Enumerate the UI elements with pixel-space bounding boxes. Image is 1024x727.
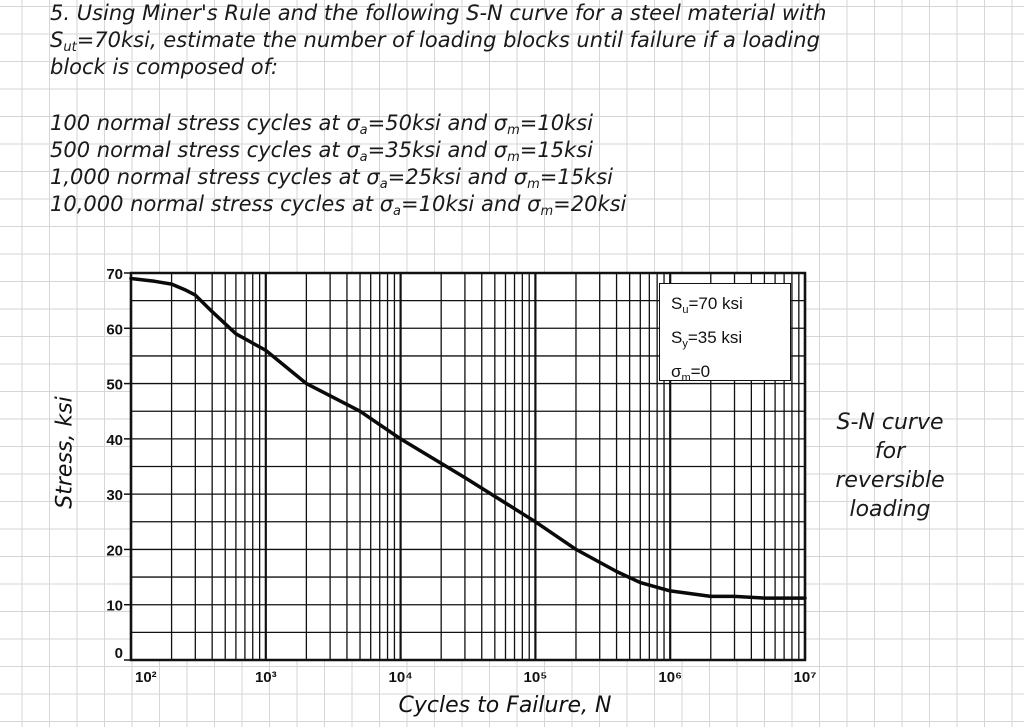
x-tick-label: 10⁴ <box>389 669 413 686</box>
material-properties-box: Su=70 ksi Sy=35 ksi σm=0 <box>659 283 791 384</box>
sn-curve-note: S-N curve for reversible loading <box>820 408 960 524</box>
mean-stress-label: σm=0 <box>671 358 790 392</box>
x-tick-label: 10⁵ <box>524 669 548 686</box>
problem-line-2-post: =70ksi, estimate the number of loading b… <box>76 28 820 52</box>
box-text: S <box>671 294 683 313</box>
sn-curve-line <box>129 276 807 600</box>
loading-cycle-2: 500 normal stress cycles at σa=35ksi and… <box>50 137 1010 165</box>
plot-frame <box>129 271 807 662</box>
cycle-sub: m <box>527 177 540 192</box>
box-text: =70 ksi <box>688 294 743 313</box>
cycle-text: =10ksi and σ <box>401 192 541 216</box>
cycle-sub: a <box>359 150 368 165</box>
loading-cycle-1: 100 normal stress cycles at σa=50ksi and… <box>50 110 1010 138</box>
problem-line-2-pre: S <box>50 28 64 52</box>
y-tick-label: 30 <box>106 487 123 504</box>
x-tick-label: 10⁶ <box>658 669 682 686</box>
x-tick-label: 10² <box>135 669 157 686</box>
ultimate-strength-label: Su=70 ksi <box>671 290 790 324</box>
box-text: =0 <box>690 362 711 381</box>
cycle-text: =10ksi <box>519 111 593 135</box>
cycle-sub: m <box>540 204 554 219</box>
cycle-text: =15ksi <box>539 165 614 189</box>
cycle-text: 1,000 normal stress cycles at σ <box>50 165 380 189</box>
problem-line-1: 5. Using Miner's Rule and the following … <box>50 1 827 25</box>
y-axis-label: Stress, ksi <box>52 396 78 509</box>
cycle-text: =15ksi <box>519 138 593 162</box>
note-line: S-N curve <box>836 410 944 435</box>
ultimate-strength-subscript: ut <box>63 40 77 55</box>
cycle-sub: a <box>359 123 368 138</box>
note-line: reversible <box>835 468 945 493</box>
loading-cycle-3: 1,000 normal stress cycles at σa=25ksi a… <box>50 164 1010 192</box>
cycle-text: 500 normal stress cycles at σ <box>50 138 360 162</box>
x-tick-label: 10³ <box>255 669 277 686</box>
cycle-text: =35ksi and σ <box>367 138 508 162</box>
box-sub: y <box>682 338 688 350</box>
cycle-sub: a <box>393 204 402 219</box>
cycle-text: 100 normal stress cycles at σ <box>50 111 360 135</box>
x-axis-label: Cycles to Failure, N <box>398 693 612 718</box>
box-text: σ <box>671 362 682 381</box>
cycle-text: =25ksi and σ <box>387 165 528 189</box>
y-tick-label: 60 <box>106 321 123 338</box>
note-line: loading <box>849 497 931 522</box>
y-tick-label: 10 <box>106 598 123 615</box>
box-text: =35 ksi <box>687 328 743 347</box>
note-line: for <box>874 439 906 464</box>
y-tick-label: 0 <box>115 645 123 662</box>
yield-strength-label: Sy=35 ksi <box>671 324 790 358</box>
box-sub: m <box>681 372 691 384</box>
y-tick-label: 70 <box>106 266 123 283</box>
box-sub: u <box>682 304 689 316</box>
problem-line-3: block is composed of: <box>50 55 279 79</box>
y-tick-label: 50 <box>106 377 123 394</box>
cycle-text: =20ksi <box>553 192 627 216</box>
problem-line-2: Sut=70ksi, estimate the number of loadin… <box>50 27 1010 55</box>
cycle-sub: m <box>507 150 520 165</box>
x-tick-label: 10⁷ <box>794 669 817 686</box>
loading-cycle-4: 10,000 normal stress cycles at σa=10ksi … <box>50 191 1010 219</box>
y-tick-label: 20 <box>106 542 123 559</box>
y-tick-label: 40 <box>106 432 123 449</box>
box-text: S <box>671 328 683 347</box>
cycle-text: 10,000 normal stress cycles at σ <box>50 192 394 216</box>
cycle-text: =50ksi and σ <box>367 111 508 135</box>
loading-block-list: 100 normal stress cycles at σa=50ksi and… <box>50 110 1010 219</box>
cycle-sub: a <box>379 177 388 192</box>
problem-statement: 5. Using Miner's Rule and the following … <box>50 0 1010 219</box>
cycle-sub: m <box>507 123 520 138</box>
